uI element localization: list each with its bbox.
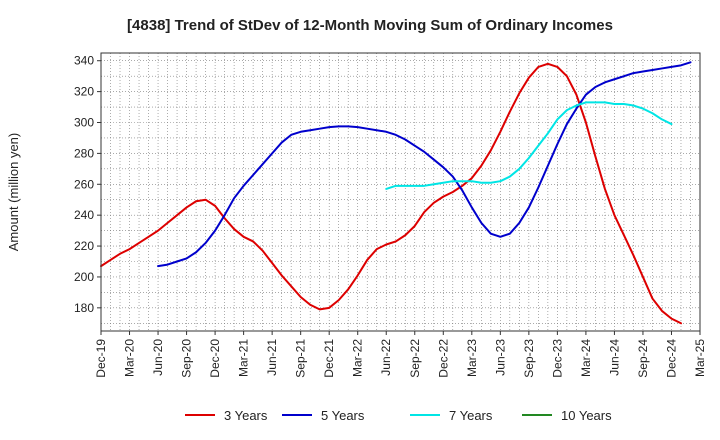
x-tick-label: Dec-20 (208, 339, 222, 378)
x-tick-label: Sep-21 (294, 339, 308, 378)
x-tick-label: Jun-21 (265, 339, 279, 376)
legend: 3 Years 5 Years 7 Years 10 Years (185, 408, 612, 423)
y-tick-label: 340 (74, 54, 94, 68)
y-tick-label: 280 (74, 146, 94, 160)
series-layer (100, 61, 692, 325)
x-tick-label: Mar-23 (465, 339, 479, 377)
x-tick-label: Mar-22 (351, 339, 365, 377)
y-axis-label: Amount (million yen) (6, 133, 21, 252)
y-tick-label: 200 (74, 270, 94, 284)
x-tick-label: Jun-23 (493, 339, 507, 376)
y-tick-label: 240 (74, 208, 94, 222)
x-tick-label: Dec-23 (550, 339, 564, 378)
chart-title: [4838] Trend of StDev of 12-Month Moving… (127, 17, 613, 34)
x-tick-label: Dec-21 (322, 339, 336, 378)
x-tick-label: Dec-22 (436, 339, 450, 378)
series-line-5-years (157, 61, 692, 268)
series-line-3-years (100, 62, 682, 325)
legend-label-7-years: 7 Years (449, 408, 493, 423)
plot-area-border (100, 52, 701, 332)
x-tick-label: Sep-24 (636, 339, 650, 378)
x-tick-label: Sep-22 (408, 339, 422, 378)
grid-layer (101, 53, 700, 331)
legend-label-10-years: 10 Years (561, 408, 612, 423)
x-tick-label: Sep-23 (522, 339, 536, 378)
x-tick-label: Dec-19 (94, 339, 108, 378)
y-tick-label: 180 (74, 301, 94, 315)
x-tick-label: Sep-20 (180, 339, 194, 378)
legend-label-3-years: 3 Years (224, 408, 268, 423)
series-line-7-years (385, 101, 673, 190)
y-tick-label: 260 (74, 177, 94, 191)
x-tick-label: Mar-21 (237, 339, 251, 377)
y-tick-label: 320 (74, 85, 94, 99)
x-tick-label: Jun-20 (151, 339, 165, 376)
x-tick-label: Mar-24 (579, 339, 593, 377)
axis-layer: 180 200 220 240 260 280 300 320 340 Dec-19 Mar-20 J… (74, 52, 707, 378)
legend-label-5-years: 5 Years (321, 408, 365, 423)
x-tick-label: Dec-24 (664, 339, 678, 378)
x-tick-label: Mar-20 (123, 339, 137, 377)
x-tick-label: Jun-22 (379, 339, 393, 376)
x-tick-label: Mar-25 (693, 339, 707, 377)
x-tick-label: Jun-24 (607, 339, 621, 376)
y-tick-label: 220 (74, 239, 94, 253)
y-tick-label: 300 (74, 116, 94, 130)
